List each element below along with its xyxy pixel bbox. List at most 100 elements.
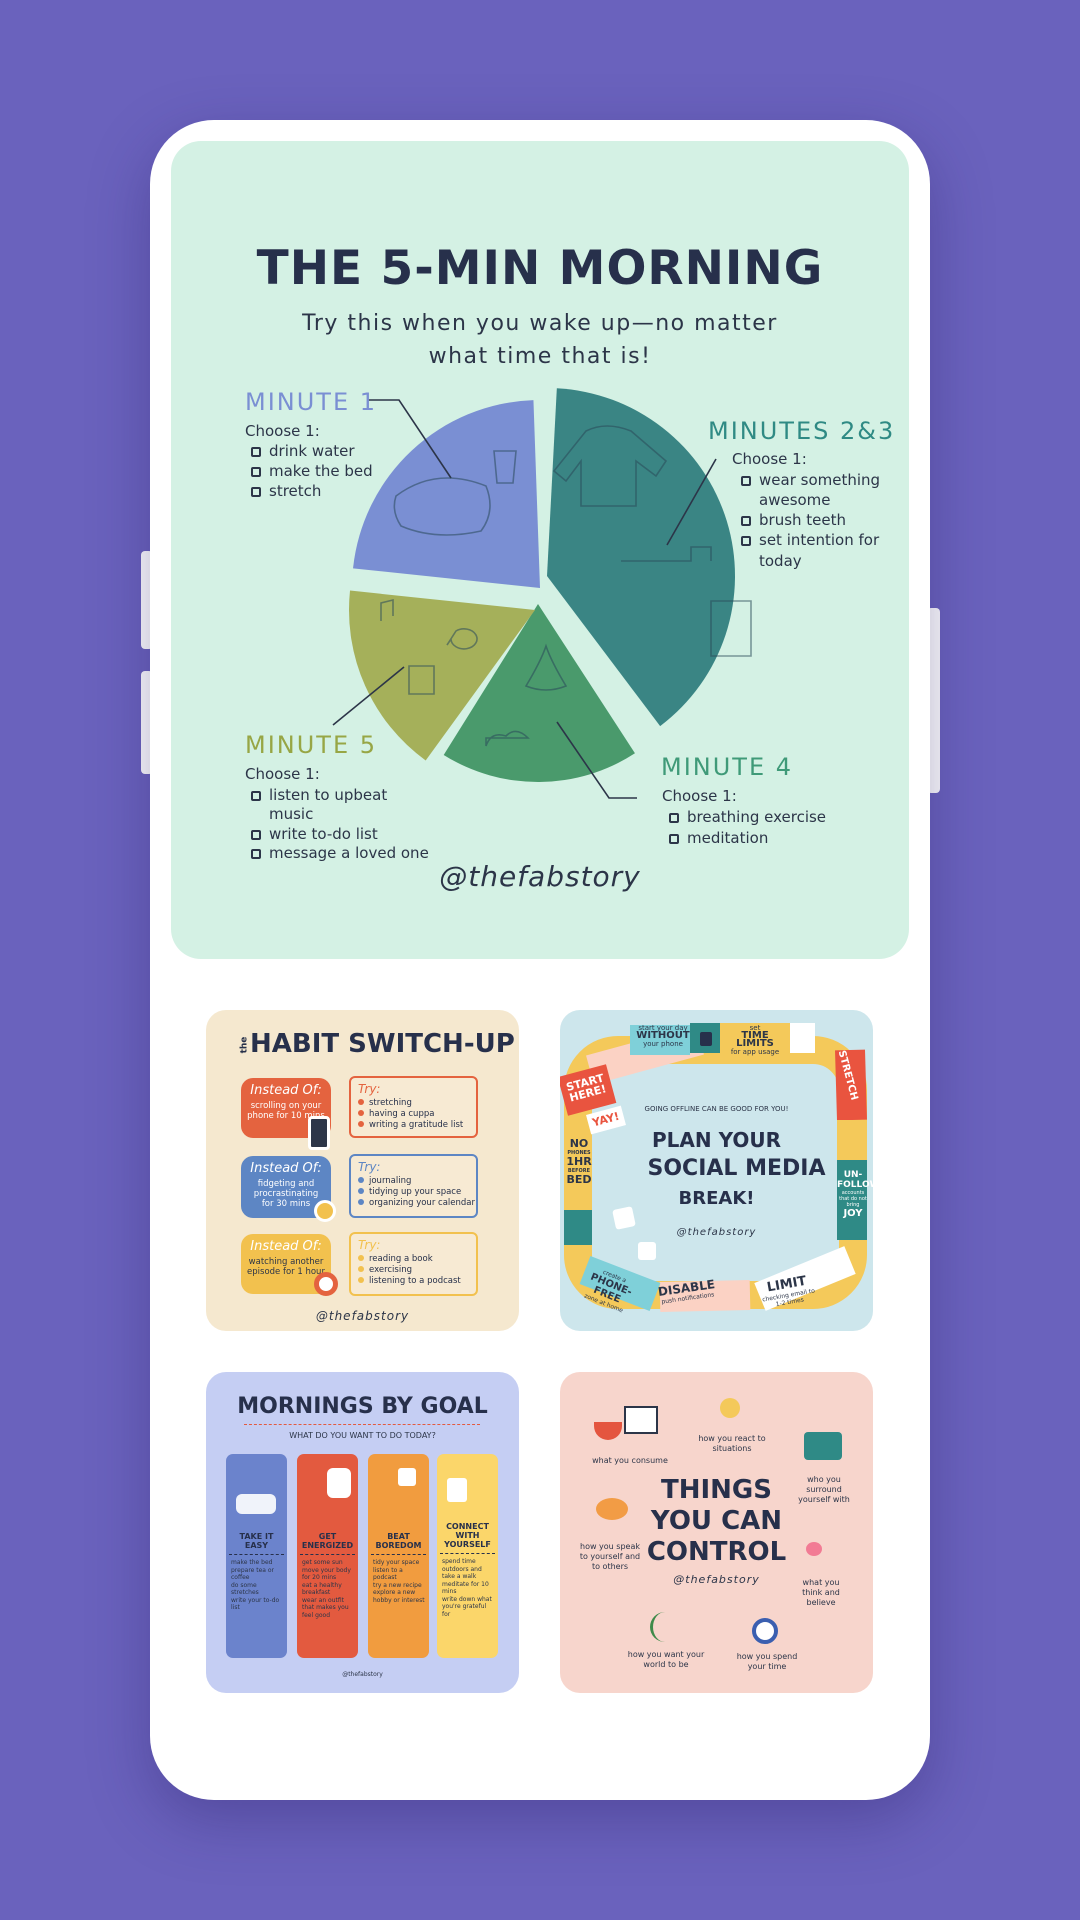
checkbox-icon: [251, 830, 261, 840]
checkbox-icon: [669, 813, 679, 823]
infographic-title: THE 5-MIN MORNING: [256, 241, 824, 296]
lock-icon: [700, 1032, 712, 1046]
control-title-1: THINGS: [661, 1475, 772, 1505]
notepad-icon: [408, 665, 435, 695]
instead-box: Instead Of: scrolling on your phone for 1…: [241, 1078, 331, 1138]
goal-column: TAKE IT EASY make the bed prepare tea or c…: [226, 1454, 287, 1658]
notebook-icon: [447, 1478, 467, 1502]
habit-title: HABIT SWITCH-UP: [250, 1029, 515, 1059]
checkbox-icon: [251, 487, 261, 497]
minutes23-option[interactable]: set intention for: [741, 531, 879, 549]
try-box: Try: journaling tidying up your space or…: [349, 1154, 478, 1218]
label-world: how you want your world to be: [627, 1650, 705, 1669]
pie-diagram: [332, 388, 752, 799]
minutes23-option[interactable]: wear something: [741, 471, 880, 489]
lotus-icon: [524, 643, 568, 691]
dice-icon: [638, 1242, 656, 1260]
checkbox-icon: [741, 476, 751, 486]
tile-time-limits: set TIME LIMITS for app usage: [730, 1024, 780, 1056]
wedge-minute1: [353, 400, 540, 588]
phone-icon: [308, 1116, 330, 1150]
minute4-option[interactable]: breathing exercise: [669, 808, 826, 826]
chat-bubble-icon: [446, 628, 478, 650]
instead-box: Instead Of: fidgeting and procrastinating…: [241, 1156, 331, 1218]
habit-switch-up-thumbnail[interactable]: the HABIT SWITCH-UP Instead Of: scrolling…: [206, 1010, 519, 1331]
leader-line-minute5: [332, 666, 405, 726]
cloud-icon: [485, 730, 530, 747]
plant-icon: [650, 1612, 680, 1642]
checkbox-icon: [741, 516, 751, 526]
goal-subtitle: WHAT DO YOU WANT TO DO TODAY?: [289, 1431, 436, 1440]
minute4-heading: MINUTE 4: [661, 753, 794, 781]
bowl-icon: [594, 1422, 622, 1440]
try-box: Try: reading a book exercising listening…: [349, 1232, 478, 1296]
minute1-option[interactable]: stretch: [251, 482, 321, 500]
checkbox-icon: [741, 536, 751, 546]
infographic-subtitle-2: what time that is!: [428, 344, 652, 369]
minutes23-option[interactable]: brush teeth: [741, 511, 846, 529]
glass-icon: [493, 450, 517, 484]
checkbox-icon: [251, 849, 261, 859]
social-kicker: GOING OFFLINE CAN BE GOOD FOR YOU!: [644, 1105, 789, 1113]
label-think: what you think and believe: [802, 1578, 840, 1607]
minute4-choose: Choose 1:: [662, 787, 737, 805]
goal-title: MORNINGS BY GOAL: [237, 1394, 488, 1419]
toothbrush-icon: [621, 546, 712, 562]
habit-handle: @thefabstory: [315, 1309, 410, 1323]
wedge-minute5: [349, 590, 535, 761]
minutes23-choose: Choose 1:: [732, 450, 807, 468]
minute1-option[interactable]: make the bed: [251, 462, 373, 480]
shirt-icon: [327, 1468, 351, 1498]
minute5-option-cont: music: [269, 805, 314, 823]
checkbox-icon: [251, 467, 261, 477]
social-title-3: BREAK!: [678, 1188, 755, 1209]
replay-icon: [314, 1272, 338, 1296]
pillow-icon: [236, 1494, 276, 1514]
goal-column: GET ENERGIZED get some sun move your body …: [297, 1454, 358, 1658]
minute1-option[interactable]: drink water: [251, 442, 355, 460]
checkbox-icon: [251, 447, 261, 457]
minutes23-option-cont: awesome: [759, 491, 831, 509]
minutes23-option-cont: today: [759, 552, 802, 570]
label-time: how you spend your time: [736, 1652, 798, 1671]
mornings-by-goal-thumbnail[interactable]: MORNINGS BY GOAL WHAT DO YOU WANT TO DO …: [206, 1372, 519, 1693]
alarm-clock-icon: [752, 1618, 778, 1644]
control-title-2: YOU CAN: [650, 1506, 783, 1536]
power-button: [927, 608, 940, 793]
label-speak: how you speak to yourself and to others: [579, 1542, 641, 1571]
leader-line-minute1: [367, 399, 452, 479]
dashed-divider: [244, 1424, 480, 1425]
label-react: how you react to situations: [698, 1434, 766, 1453]
computer-icon: [804, 1432, 842, 1460]
five-min-morning-infographic[interactable]: THE 5-MIN MORNING Try this when you wake…: [171, 141, 909, 959]
heart-icon: [806, 1542, 822, 1556]
smiley-icon: [720, 1398, 740, 1418]
minutes23-heading: MINUTES 2&3: [708, 417, 896, 445]
goal-handle: @thefabstory: [342, 1671, 383, 1678]
author-handle: @thefabstory: [439, 860, 641, 893]
leader-line-minutes23: [666, 458, 717, 546]
goal-column: CONNECT WITH YOURSELF spend time outdoors…: [437, 1454, 498, 1658]
social-title-1: PLAN YOUR: [652, 1128, 781, 1152]
social-title-2: SOCIAL MEDIA: [647, 1156, 826, 1181]
minute5-option[interactable]: message a loved one: [251, 844, 429, 862]
sweater-icon: [552, 425, 668, 507]
things-you-can-control-thumbnail[interactable]: THINGS YOU CAN CONTROL @thefabstory what…: [560, 1372, 873, 1693]
minute5-choose: Choose 1:: [245, 765, 320, 783]
social-media-break-thumbnail[interactable]: START HERE! start your day WITHOUT your ph…: [560, 1010, 873, 1331]
tile-no-phones: NO PHONES 1HR BEFORE BED: [566, 1137, 592, 1186]
book-icon: [710, 600, 752, 657]
control-title-3: CONTROL: [646, 1537, 787, 1567]
instead-box: Instead Of: watching another episode for …: [241, 1234, 331, 1294]
speech-bubble-icon: [596, 1498, 628, 1520]
newspaper-icon: [624, 1406, 658, 1434]
habit-the-label: the: [239, 1036, 250, 1054]
try-box: Try: stretching having a cuppa writing a…: [349, 1076, 478, 1138]
checkbox-icon: [251, 791, 261, 801]
minute4-option[interactable]: meditation: [669, 829, 768, 847]
minute5-option[interactable]: listen to upbeat: [251, 786, 387, 804]
minute5-option[interactable]: write to-do list: [251, 825, 378, 843]
checkbox-icon: [669, 834, 679, 844]
tile-without-phone: start your day WITHOUT your phone: [636, 1024, 690, 1048]
